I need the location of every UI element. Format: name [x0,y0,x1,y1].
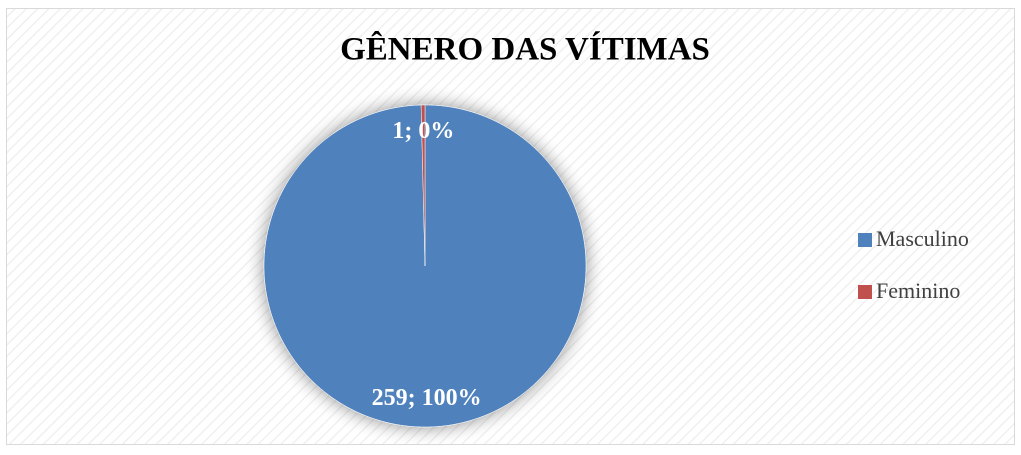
legend-label: Masculino [876,226,969,251]
data-label: 259; 100% [372,385,482,411]
legend-swatch [858,233,872,247]
pie [263,104,587,428]
legend-swatch [858,285,872,299]
chart-title: GÊNERO DAS VÍTIMAS [340,30,710,68]
legend-label: Feminino [876,278,960,303]
pie-slice [420,104,426,267]
data-label: 1; 0% [392,118,454,144]
